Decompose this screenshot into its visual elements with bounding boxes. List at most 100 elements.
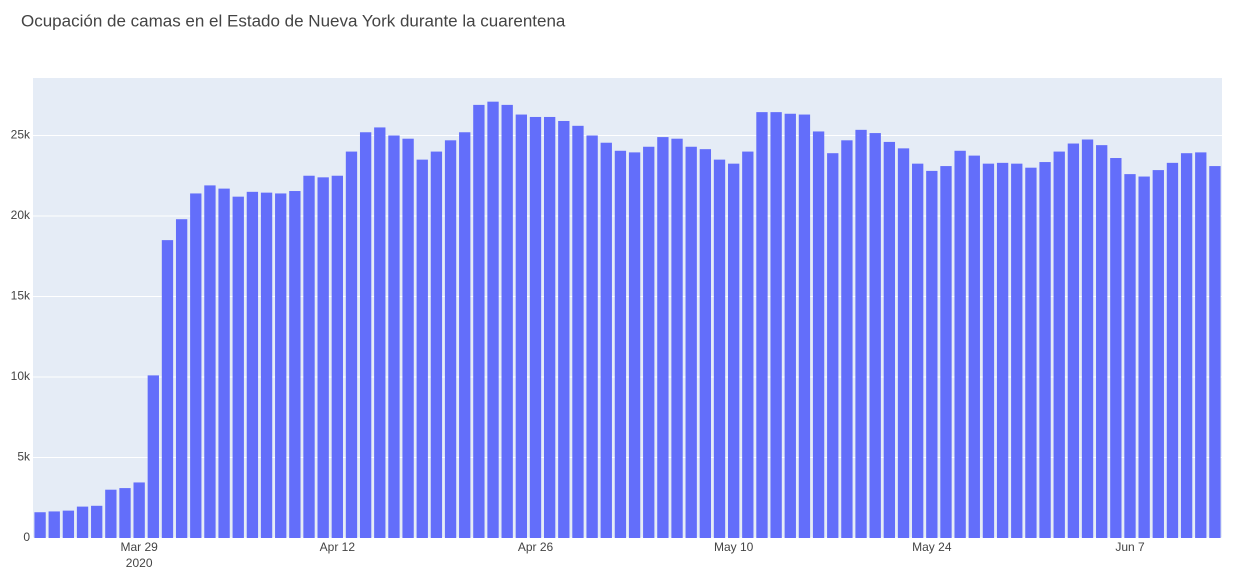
bar bbox=[912, 163, 924, 538]
bar bbox=[1180, 153, 1193, 538]
bar bbox=[1053, 151, 1065, 538]
bar bbox=[331, 175, 343, 539]
bar bbox=[1025, 167, 1037, 538]
bar bbox=[76, 506, 89, 538]
bar bbox=[303, 175, 315, 539]
bar bbox=[614, 150, 627, 538]
bar bbox=[487, 101, 499, 538]
bar bbox=[727, 163, 740, 538]
y-tick-label: 5k bbox=[17, 450, 31, 464]
bar bbox=[600, 142, 612, 539]
bar bbox=[1166, 162, 1179, 538]
bar bbox=[345, 151, 358, 538]
bar bbox=[62, 510, 75, 538]
bar bbox=[289, 191, 301, 538]
x-tick-label: May 24 bbox=[912, 540, 952, 554]
y-tick-label: 10k bbox=[11, 369, 31, 383]
bar bbox=[798, 114, 811, 538]
bar bbox=[756, 112, 768, 539]
bar bbox=[855, 129, 867, 538]
bar bbox=[473, 104, 485, 539]
bar bbox=[586, 135, 598, 539]
bar bbox=[275, 193, 287, 538]
bar bbox=[1039, 162, 1051, 538]
bar bbox=[897, 148, 910, 538]
bar bbox=[628, 152, 641, 538]
bar bbox=[515, 114, 528, 538]
bar bbox=[643, 146, 655, 539]
bar bbox=[317, 177, 329, 538]
bar bbox=[1067, 143, 1080, 538]
bar bbox=[246, 191, 259, 538]
bar bbox=[48, 511, 60, 538]
bar bbox=[459, 132, 471, 539]
bar bbox=[869, 133, 881, 538]
bar bbox=[954, 150, 966, 538]
bar bbox=[770, 112, 782, 539]
bar bbox=[359, 132, 372, 539]
bar bbox=[147, 375, 159, 538]
bar bbox=[1096, 145, 1108, 538]
bar bbox=[133, 482, 145, 538]
bar bbox=[388, 135, 400, 539]
bar bbox=[204, 185, 216, 538]
bar bbox=[996, 162, 1009, 538]
x-tick-label: Jun 7 bbox=[1115, 540, 1145, 554]
bar bbox=[34, 512, 46, 538]
bar bbox=[713, 159, 726, 538]
bar bbox=[119, 488, 131, 538]
bar bbox=[1138, 176, 1150, 538]
bar bbox=[529, 116, 542, 538]
bar bbox=[926, 170, 938, 538]
bar bbox=[1124, 174, 1136, 538]
bar bbox=[260, 192, 273, 538]
bar bbox=[968, 155, 980, 538]
plot-background bbox=[33, 78, 1222, 538]
bar bbox=[416, 159, 428, 538]
bar bbox=[1152, 170, 1164, 538]
y-tick-label: 15k bbox=[11, 289, 31, 303]
bar bbox=[190, 193, 202, 538]
bar bbox=[1110, 158, 1122, 538]
bar bbox=[940, 166, 952, 538]
bar bbox=[374, 127, 386, 538]
bar bbox=[1209, 166, 1221, 538]
bar bbox=[91, 505, 103, 538]
bar bbox=[161, 240, 174, 538]
bar bbox=[841, 140, 853, 538]
bar bbox=[501, 104, 513, 539]
y-tick-label: 20k bbox=[11, 208, 31, 222]
bar bbox=[742, 151, 754, 538]
x-tick-label: Mar 29 bbox=[120, 540, 158, 554]
bar bbox=[402, 138, 414, 539]
x-tick-label: May 10 bbox=[714, 540, 754, 554]
y-tick-label: 25k bbox=[11, 128, 31, 142]
chart-title: Ocupación de camas en el Estado de Nueva… bbox=[21, 11, 566, 30]
bar bbox=[1081, 139, 1094, 539]
bar bbox=[685, 146, 697, 539]
bar bbox=[812, 131, 825, 539]
bar bbox=[444, 140, 457, 538]
bar bbox=[883, 141, 896, 538]
bar bbox=[1011, 163, 1023, 538]
x-tick-label: Apr 26 bbox=[518, 540, 554, 554]
bar bbox=[572, 125, 584, 538]
bar bbox=[1195, 152, 1207, 538]
bar bbox=[543, 116, 556, 538]
bar bbox=[657, 137, 669, 538]
bar bbox=[430, 151, 443, 538]
y-tick-label: 0 bbox=[23, 530, 30, 544]
bar bbox=[784, 113, 796, 539]
bar bbox=[699, 149, 712, 538]
bar bbox=[232, 196, 244, 538]
bar bbox=[671, 138, 683, 539]
bar bbox=[982, 163, 995, 538]
x-tick-label: Apr 12 bbox=[320, 540, 356, 554]
bar bbox=[175, 219, 188, 539]
x-tick-year: 2020 bbox=[126, 556, 153, 570]
bar bbox=[827, 153, 839, 538]
bar bbox=[218, 188, 230, 538]
bar bbox=[558, 120, 570, 539]
bar bbox=[105, 489, 117, 538]
